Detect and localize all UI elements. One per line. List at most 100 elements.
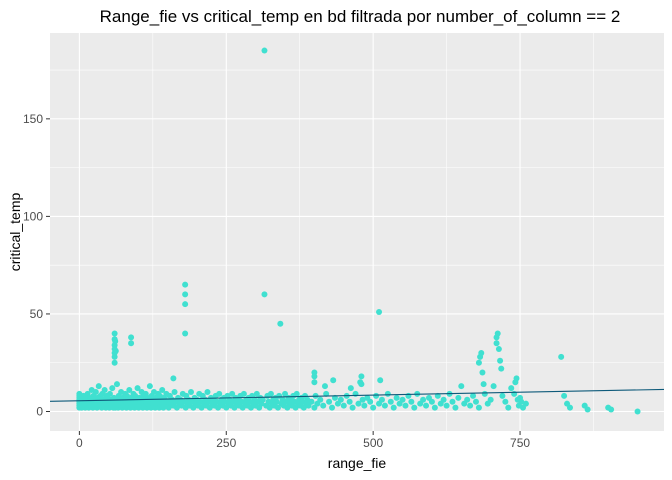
x-tick-label: 500 [363, 436, 383, 450]
data-point [126, 387, 133, 394]
data-point [101, 387, 108, 394]
major-gridlines [50, 33, 664, 431]
data-point [259, 396, 266, 403]
data-point [470, 392, 477, 399]
data-point [452, 404, 459, 411]
data-point [326, 398, 333, 405]
data-point [359, 396, 366, 403]
y-tick-label: 100 [23, 209, 43, 223]
data-point [377, 377, 384, 384]
data-point [508, 385, 515, 392]
data-point [355, 400, 362, 407]
x-axis-title: range_fie [328, 455, 387, 471]
data-point [495, 346, 502, 353]
data-point [261, 47, 268, 54]
data-point [329, 404, 336, 411]
data-point [518, 398, 525, 405]
minor-gridlines [50, 33, 664, 431]
x-axis-ticks: 0 250 500 750 [76, 431, 530, 450]
data-point [282, 390, 289, 397]
x-tick-label: 750 [510, 436, 530, 450]
data-point [513, 375, 520, 382]
data-point [376, 308, 383, 315]
data-point [558, 353, 565, 360]
data-point [340, 402, 347, 409]
data-point [608, 406, 615, 413]
data-point [358, 373, 365, 380]
data-point [405, 392, 412, 399]
data-point [478, 349, 485, 356]
data-point [159, 387, 166, 394]
data-point [440, 396, 447, 403]
data-point [497, 357, 504, 364]
data-point [273, 398, 280, 405]
data-point [111, 330, 118, 337]
data-point [411, 404, 418, 411]
data-point [490, 383, 497, 390]
data-point [373, 392, 380, 399]
data-point [387, 398, 394, 405]
data-point [111, 359, 118, 366]
data-point [566, 404, 573, 411]
data-point [320, 402, 327, 409]
data-point [311, 369, 318, 376]
data-point [349, 404, 356, 411]
data-point [146, 383, 153, 390]
data-point [317, 396, 324, 403]
data-point [443, 402, 450, 409]
data-point [321, 383, 328, 390]
data-point [481, 390, 488, 397]
data-point [240, 390, 247, 397]
data-point [455, 394, 462, 401]
data-point [347, 385, 354, 392]
data-point [277, 320, 284, 327]
data-point [128, 340, 135, 347]
data-point [420, 396, 427, 403]
data-point [423, 402, 430, 409]
data-point [467, 402, 474, 409]
data-point [113, 381, 120, 388]
data-point [361, 402, 368, 409]
data-point [428, 398, 435, 405]
data-point [182, 291, 189, 298]
x-tick-label: 250 [216, 436, 236, 450]
data-point [399, 396, 406, 403]
data-point [311, 379, 318, 386]
y-tick-label: 50 [30, 307, 44, 321]
data-point [267, 390, 274, 397]
data-point [498, 365, 505, 372]
data-point [182, 330, 189, 337]
trend-line-group [49, 388, 665, 402]
data-point [381, 402, 388, 409]
data-point [261, 291, 268, 298]
data-point [204, 388, 211, 395]
data-point [253, 390, 260, 397]
data-point [109, 385, 116, 392]
data-point [480, 381, 487, 388]
data-point [92, 388, 99, 395]
data-point [502, 398, 509, 405]
data-point [479, 369, 486, 376]
data-point [112, 338, 119, 345]
data-point [352, 390, 359, 397]
data-point [337, 396, 344, 403]
data-point [229, 390, 236, 397]
data-point [584, 406, 591, 413]
data-point [431, 404, 438, 411]
data-point [475, 404, 482, 411]
data-point [522, 400, 529, 407]
data-point [182, 301, 189, 308]
data-point [171, 388, 178, 395]
data-point [293, 390, 300, 397]
chart-title: Range_fie vs critical_temp en bd filtrad… [100, 7, 621, 26]
data-point [408, 398, 415, 405]
data-point [634, 408, 641, 415]
x-tick-label: 0 [76, 436, 83, 450]
plot-panel [50, 33, 664, 431]
data-point [393, 394, 400, 401]
data-point [499, 392, 506, 399]
data-point [95, 383, 102, 390]
data-point [475, 359, 482, 366]
data-point [134, 385, 141, 392]
